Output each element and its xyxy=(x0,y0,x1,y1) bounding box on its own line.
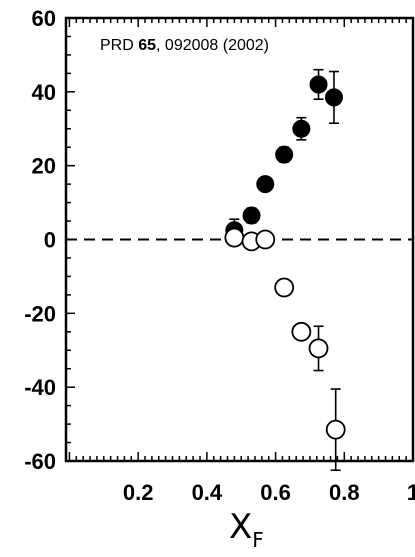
data-point-filled xyxy=(292,119,311,138)
reference-details: , 092008 (2002) xyxy=(156,37,269,54)
data-point-filled xyxy=(324,88,343,107)
data-point-open xyxy=(308,338,329,359)
data-point-open xyxy=(274,277,295,298)
data-point-filled xyxy=(275,145,294,164)
open-circle-series xyxy=(224,227,346,472)
data-point-filled xyxy=(256,175,275,194)
x-axis-label-subscript: F xyxy=(252,528,264,552)
x-tick-label: 0.6 xyxy=(260,480,291,505)
data-point-filled xyxy=(242,206,261,225)
x-tick-label: 1 xyxy=(407,480,415,505)
x-tick-label: 0.8 xyxy=(329,480,360,505)
data-point-open xyxy=(224,227,245,248)
x-axis-label-main: X xyxy=(229,507,252,547)
reference-journal: PRD xyxy=(100,37,138,54)
y-tick-label: -20 xyxy=(24,301,56,326)
y-tick-label: 20 xyxy=(32,154,56,179)
x-tick-label: 0.2 xyxy=(123,480,154,505)
data-points xyxy=(224,68,346,472)
y-tick-label: 40 xyxy=(32,80,56,105)
y-tick-label: 0 xyxy=(44,228,56,253)
data-point-open xyxy=(325,419,346,440)
x-tick-label: 0.4 xyxy=(192,480,223,505)
reference-citation: PRD 65, 092008 (2002) xyxy=(100,37,269,54)
data-point-open xyxy=(255,229,276,250)
y-tick-label: -40 xyxy=(24,375,56,400)
x-axis-label: XF xyxy=(229,507,264,552)
filled-circle-series xyxy=(225,68,343,243)
reference-volume: 65 xyxy=(138,37,156,54)
y-tick-label: -60 xyxy=(24,449,56,474)
axis-tick-labels: 0.2 0.4 0.6 0.8 1 60 40 20 0 -20 -40 -60 xyxy=(24,6,415,505)
plot-frame xyxy=(64,16,415,463)
data-point-filled xyxy=(309,75,328,94)
data-point-open xyxy=(291,321,312,342)
y-tick-label: 60 xyxy=(32,6,56,31)
